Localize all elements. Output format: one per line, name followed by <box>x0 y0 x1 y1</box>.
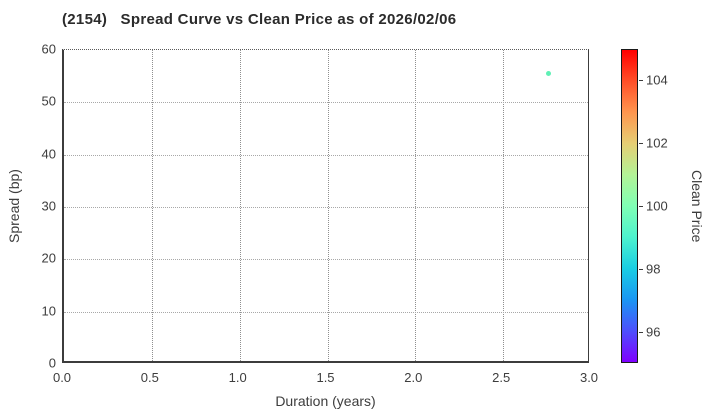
chart-title: (2154) Spread Curve vs Clean Price as of… <box>62 11 457 28</box>
colorbar-tick-label: 98 <box>646 261 661 277</box>
colorbar-tick-label: 96 <box>646 324 661 340</box>
colorbar-tick-label: 102 <box>646 135 668 151</box>
colorbar-tick <box>639 80 643 82</box>
y-gridline <box>64 311 588 313</box>
y-gridline <box>64 259 588 261</box>
x-gridline <box>503 50 505 361</box>
y-tick-label: 50 <box>41 93 56 109</box>
x-gridline <box>415 50 417 361</box>
y-axis-label: Spread (bp) <box>6 169 22 243</box>
colorbar-tick <box>639 331 643 333</box>
x-tick-label: 0.5 <box>140 370 159 385</box>
x-tick-label: 1.5 <box>316 370 335 385</box>
y-tick-label: 40 <box>41 146 56 162</box>
y-tick-label: 10 <box>41 303 56 319</box>
x-gridline <box>239 50 241 361</box>
x-gridline <box>327 50 329 361</box>
x-axis-label: Duration (years) <box>275 393 376 409</box>
y-gridline <box>64 207 588 208</box>
x-gridline <box>151 50 153 361</box>
x-tick-label: 3.0 <box>579 370 599 385</box>
x-tick-label: 0.0 <box>52 370 72 385</box>
y-tick-label: 30 <box>41 198 56 214</box>
x-tick-label: 1.0 <box>228 370 247 385</box>
x-tick-label: 2.0 <box>404 370 423 385</box>
colorbar-label: Clean Price <box>689 169 705 243</box>
x-tick-label: 2.5 <box>492 370 511 385</box>
colorbar-tick <box>639 268 643 270</box>
data-point <box>546 70 552 76</box>
colorbar-gradient <box>621 49 638 363</box>
y-tick-label: 20 <box>41 250 56 266</box>
colorbar-tick <box>639 143 643 145</box>
y-tick-label: 0 <box>48 355 56 371</box>
y-gridline <box>64 102 588 104</box>
colorbar-tick-label: 104 <box>646 72 668 88</box>
colorbar-tick-label: 100 <box>646 198 668 214</box>
y-tick-label: 60 <box>41 41 56 57</box>
colorbar-tick <box>639 206 643 207</box>
y-gridline <box>64 154 588 156</box>
plot-area <box>62 49 589 363</box>
